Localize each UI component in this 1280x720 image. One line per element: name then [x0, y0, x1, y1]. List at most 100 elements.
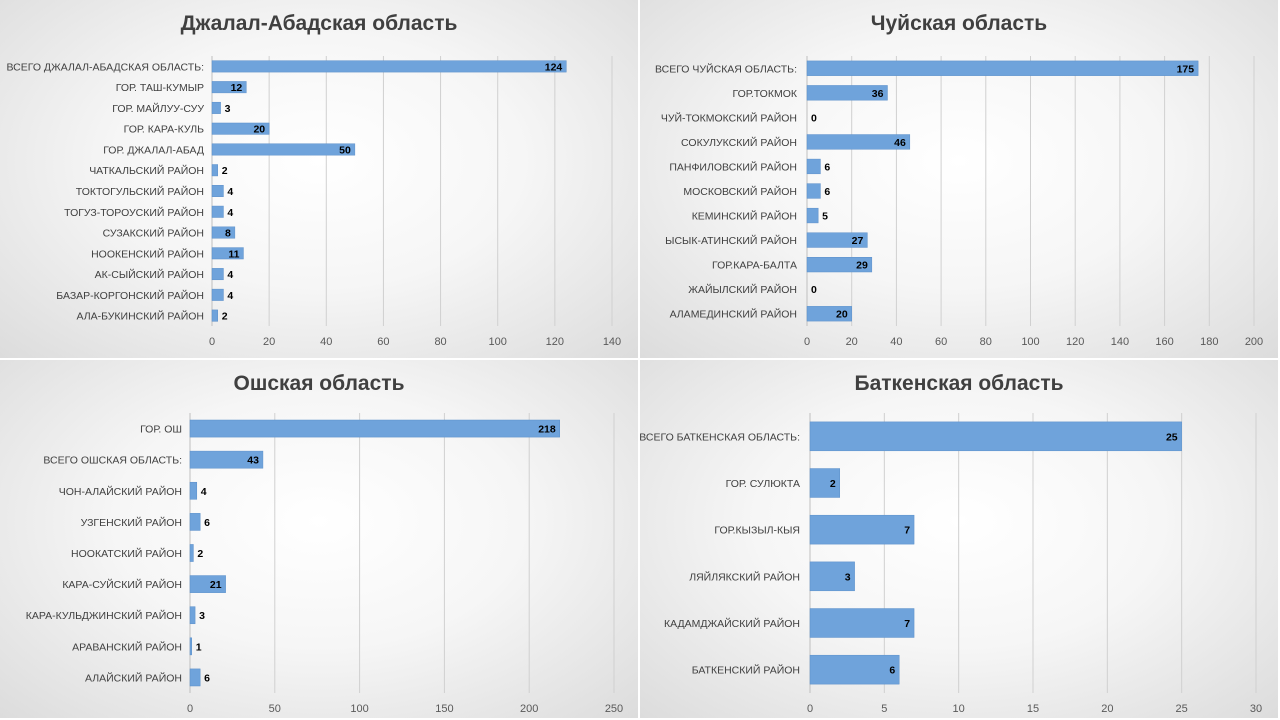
category-label: КАДАМДЖАЙСКИЙ РАЙОН — [664, 617, 800, 630]
category-label: ВСЕГО БАТКЕНСКАЯ ОБЛАСТЬ: — [640, 431, 800, 443]
data-label: 25 — [1166, 431, 1178, 443]
x-tick-label: 200 — [1245, 336, 1263, 348]
data-label: 6 — [204, 672, 210, 684]
category-label: ГОР. ОШ — [140, 424, 182, 436]
category-label: АК-СЫЙСКИЙ РАЙОН — [95, 268, 204, 281]
x-tick-label: 10 — [953, 703, 965, 715]
category-label: ГОР. ДЖАЛАЛ-АБАД — [103, 144, 204, 156]
data-label: 27 — [852, 235, 864, 247]
x-tick-label: 100 — [489, 336, 507, 348]
category-label: АЛА-БУКИНСКИЙ РАЙОН — [76, 310, 204, 323]
bar — [189, 575, 226, 593]
category-label: МОСКОВСКИЙ РАЙОН — [683, 185, 797, 198]
x-tick-label: 20 — [846, 336, 858, 348]
category-label: ЛЯЙЛЯКСКИЙ РАЙОН — [689, 570, 800, 583]
data-label: 7 — [904, 618, 910, 630]
category-label: КЕМИНСКИЙ РАЙОН — [692, 210, 797, 223]
x-tick-label: 30 — [1250, 703, 1262, 715]
data-label: 4 — [201, 486, 207, 498]
chart-panel-chui: Чуйская область 0 20 40 60 80 100 120 140 160 180… — [640, 0, 1278, 358]
category-label: ПАНФИЛОВСКИЙ РАЙОН — [669, 160, 797, 173]
category-label: ЧАТКАЛЬСКИЙ РАЙОН — [89, 164, 204, 177]
data-label: 2 — [222, 311, 228, 323]
category-label: ГОР.КЫЗЫЛ-КЫЯ — [714, 525, 800, 537]
bar — [189, 450, 264, 469]
data-label: 175 — [1177, 63, 1195, 75]
data-label: 4 — [227, 290, 233, 302]
x-tick-label: 15 — [1027, 703, 1039, 715]
category-label: АЛАМЕДИНСКИЙ РАЙОН — [670, 308, 797, 321]
x-tick-label: 120 — [1066, 336, 1084, 348]
bar-chart-batken: 0 5 10 15 20 25 30 ВСЕГО БАТКЕНСКАЯ ОБЛАСТЬ: 25 Г… — [640, 413, 1262, 715]
bar — [806, 257, 873, 273]
category-label: ЧОН-АЛАЙСКИЙ РАЙОН — [59, 485, 182, 498]
x-tick-label: 5 — [881, 703, 887, 715]
category-label: ГОР. КАРА-КУЛЬ — [124, 124, 204, 136]
data-label: 2 — [222, 165, 228, 177]
category-label: ГОР. СУЛЮКТА — [726, 478, 800, 490]
x-tick-label: 60 — [377, 336, 389, 348]
category-label: НООКЕНСКИЙ РАЙОН — [91, 247, 204, 260]
x-tick-label: 80 — [980, 336, 992, 348]
bar — [809, 608, 915, 638]
data-label: 5 — [822, 211, 828, 223]
data-label: 4 — [227, 269, 233, 281]
category-label: КАРА-КУЛЬДЖИНСКИЙ РАЙОН — [26, 609, 182, 622]
bar — [211, 164, 218, 177]
bar — [189, 668, 201, 687]
x-tick-label: 40 — [320, 336, 332, 348]
data-label: 2 — [197, 548, 203, 560]
data-label: 7 — [904, 525, 910, 537]
bar-chart-jalal-abad: 0 20 40 60 80 100 120 140 ВСЕГО ДЖАЛАЛ-АБАДСКАЯ … — [7, 56, 621, 348]
x-tick-label: 40 — [890, 336, 902, 348]
x-tick-label: 160 — [1155, 336, 1173, 348]
category-label: БАЗАР-КОРГОНСКИЙ РАЙОН — [56, 289, 204, 302]
category-label: СОКУЛУКСКИЙ РАЙОН — [681, 136, 797, 149]
data-label: 0 — [811, 112, 817, 124]
bar — [806, 158, 821, 175]
category-label: АРАВАНСКИЙ РАЙОН — [72, 640, 182, 653]
bar — [211, 60, 567, 73]
data-label: 20 — [836, 309, 848, 321]
bar — [211, 288, 224, 301]
data-label: 43 — [247, 455, 259, 467]
bar — [189, 544, 194, 562]
bar — [806, 232, 868, 248]
category-label: УЗГЕНСКИЙ РАЙОН — [81, 516, 182, 529]
bar — [809, 468, 840, 498]
bar — [211, 81, 247, 94]
bar — [809, 514, 915, 545]
data-label: 8 — [225, 228, 231, 240]
data-label: 3 — [199, 610, 205, 622]
category-label: СУЗАКСКИЙ РАЙОН — [103, 227, 204, 240]
category-label: ВСЕГО ОШСКАЯ ОБЛАСТЬ: — [43, 455, 182, 467]
data-label: 11 — [228, 248, 239, 260]
category-label: ТОГУЗ-ТОРОУСКИЙ РАЙОН — [64, 206, 204, 219]
x-tick-label: 25 — [1176, 703, 1188, 715]
x-tick-label: 200 — [520, 703, 538, 715]
bar — [809, 421, 1182, 452]
x-tick-label: 0 — [209, 336, 215, 348]
data-label: 6 — [824, 186, 830, 198]
data-label: 21 — [210, 579, 222, 591]
bar — [809, 654, 900, 685]
category-label: ЧУЙ-ТОКМОКСКИЙ РАЙОН — [661, 111, 797, 124]
bar — [211, 205, 224, 218]
x-tick-label: 250 — [605, 703, 623, 715]
category-label: ГОР.ТОКМОК — [733, 88, 798, 100]
bar — [806, 134, 911, 150]
bar-chart-osh: 0 50 100 150 200 250 ГОР. ОШ 218 ВСЕГО ОШСКАЯ ОБ… — [26, 413, 623, 715]
data-label: 6 — [204, 517, 210, 529]
data-label: 218 — [538, 424, 556, 436]
bar — [809, 561, 855, 592]
data-label: 4 — [227, 207, 233, 219]
category-label: КАРА-СУЙСКИЙ РАЙОН — [62, 578, 182, 591]
x-tick-label: 100 — [350, 703, 368, 715]
x-tick-label: 100 — [1021, 336, 1039, 348]
data-label: 6 — [824, 161, 830, 173]
x-tick-label: 140 — [603, 336, 621, 348]
x-tick-label: 120 — [546, 336, 564, 348]
bar — [211, 101, 221, 114]
bar — [211, 226, 236, 239]
category-label: ЫСЫК-АТИНСКИЙ РАЙОН — [665, 234, 797, 247]
